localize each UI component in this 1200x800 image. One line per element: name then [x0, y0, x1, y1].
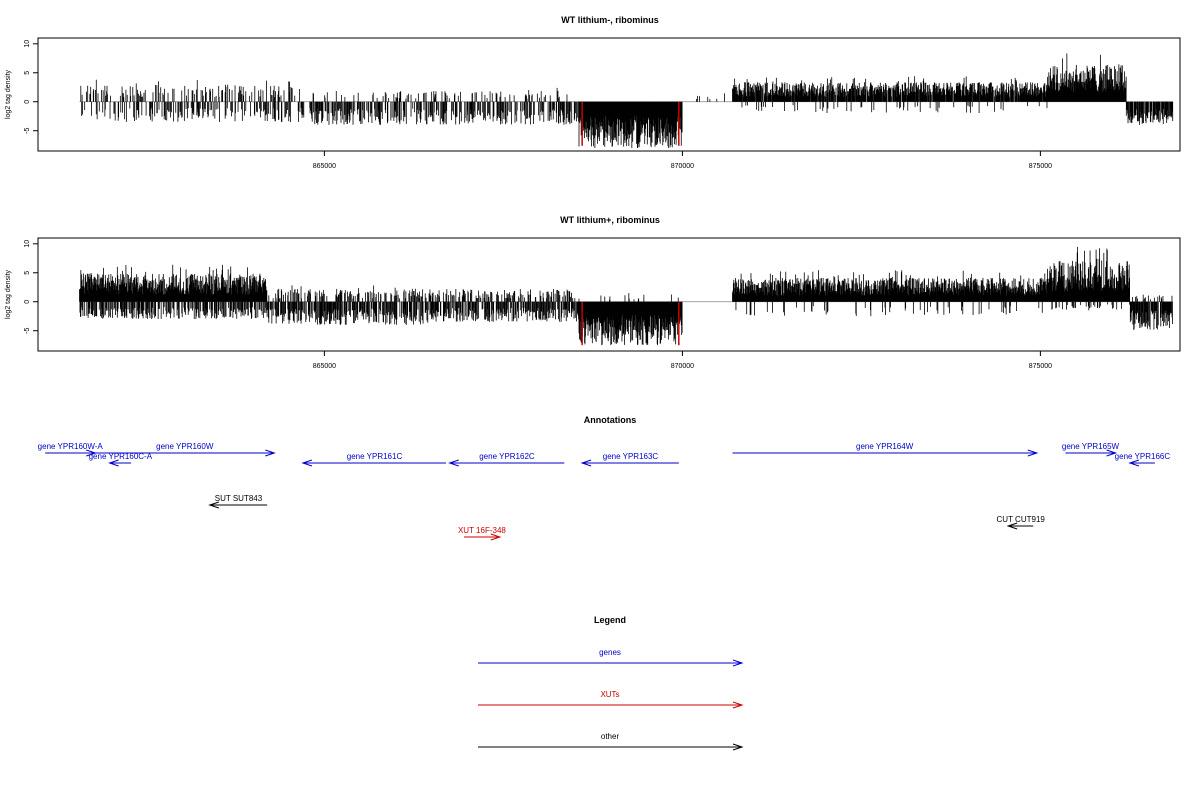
legend-title: Legend	[594, 615, 626, 625]
x-tick-label: 870000	[671, 163, 694, 170]
feature-cut-cut919: CUT CUT919	[997, 515, 1046, 530]
arrow-head	[490, 533, 502, 541]
feature-label: XUT 16F-348	[458, 526, 506, 535]
feature-xut-16f-348: XUT 16F-348	[458, 526, 506, 541]
arrow-head	[448, 459, 459, 467]
annotations-title: Annotations	[584, 415, 637, 425]
arrow-head	[108, 459, 119, 467]
legend-label: genes	[599, 648, 621, 657]
y-axis-label: log2 tag density	[5, 69, 12, 119]
feature-gene-ypr164w: gene YPR164W	[732, 442, 1039, 457]
y-tick-label: 0	[24, 300, 31, 304]
arrow-head	[1128, 459, 1140, 467]
feature-gene-ypr160c-a: gene YPR160C-A	[89, 452, 153, 467]
feature-label: gene YPR162C	[479, 452, 535, 461]
arrow-head	[732, 659, 744, 667]
feature-gene-ypr162c: gene YPR162C	[448, 452, 565, 467]
feature-gene-ypr160w: gene YPR160W	[95, 442, 276, 457]
arrow-head	[1027, 449, 1039, 457]
y-tick-label: -5	[24, 328, 31, 334]
feature-label: SUT SUT843	[215, 494, 263, 503]
plot-frame	[37, 237, 1181, 352]
x-tick-label: 870000	[671, 363, 694, 370]
x-tick-label: 865000	[313, 363, 336, 370]
chart-title: WT lithium+, ribominus	[560, 215, 660, 225]
legend-label: other	[601, 732, 620, 741]
y-tick-label: 10	[24, 240, 31, 248]
legend-item-gene: genes	[478, 648, 744, 667]
feature-label: CUT CUT919	[997, 515, 1046, 524]
arrow-head	[732, 743, 744, 751]
plot-frame	[37, 37, 1181, 152]
x-tick-label: 875000	[1029, 163, 1052, 170]
arrow-head	[265, 449, 276, 457]
y-tick-label: 5	[24, 71, 31, 75]
feature-label: gene YPR165W	[1062, 442, 1120, 451]
coverage-panel-lithium-minus: WT lithium-, ribominus -5 0 5 10 log2 tag den…	[5, 15, 1181, 170]
annotations-panel: Annotations gene YPR160W-A gene YPR160Wge…	[38, 415, 1171, 541]
arrow-head	[208, 501, 219, 509]
coverage-panel-lithium-plus: WT lithium+, ribominus -5 0 5 10 log2 tag den…	[5, 215, 1181, 370]
y-axis-label: log2 tag density	[5, 269, 12, 319]
arrow-head	[301, 459, 313, 467]
density-bars	[80, 53, 1174, 149]
feature-label: gene YPR163C	[603, 452, 659, 461]
feature-gene-ypr165w: gene YPR165W	[1062, 442, 1120, 457]
feature-gene-ypr163c: gene YPR163C	[580, 452, 679, 467]
y-tick-label: 5	[24, 271, 31, 275]
arrow-head	[732, 701, 744, 709]
feature-label: gene YPR160W-A	[38, 442, 104, 451]
chart-title: WT lithium-, ribominus	[561, 15, 659, 25]
feature-label: gene YPR166C	[1115, 452, 1171, 461]
y-tick-label: -5	[24, 128, 31, 134]
feature-label: gene YPR161C	[347, 452, 403, 461]
x-tick-label: 865000	[313, 163, 336, 170]
feature-gene-ypr161c: gene YPR161C	[301, 452, 447, 467]
y-tick-label: 0	[24, 100, 31, 104]
legend-item-xut: XUTs	[478, 690, 744, 709]
feature-sut-sut843: SUT SUT843	[208, 494, 268, 509]
arrow-head	[1106, 449, 1118, 457]
legend-item-other: other	[478, 732, 744, 751]
feature-label: gene YPR160C-A	[89, 452, 153, 461]
feature-label: gene YPR164W	[856, 442, 914, 451]
x-tick-label: 875000	[1029, 363, 1052, 370]
feature-label: gene YPR160W	[156, 442, 214, 451]
legend-panel: Legend genes XUTs other	[478, 615, 744, 751]
arrow-head	[1006, 522, 1018, 530]
arrow-head	[580, 459, 592, 467]
y-tick-label: 10	[24, 40, 31, 48]
legend-label: XUTs	[600, 690, 619, 699]
density-bars	[79, 246, 1173, 346]
feature-gene-ypr166c: gene YPR166C	[1115, 452, 1171, 467]
